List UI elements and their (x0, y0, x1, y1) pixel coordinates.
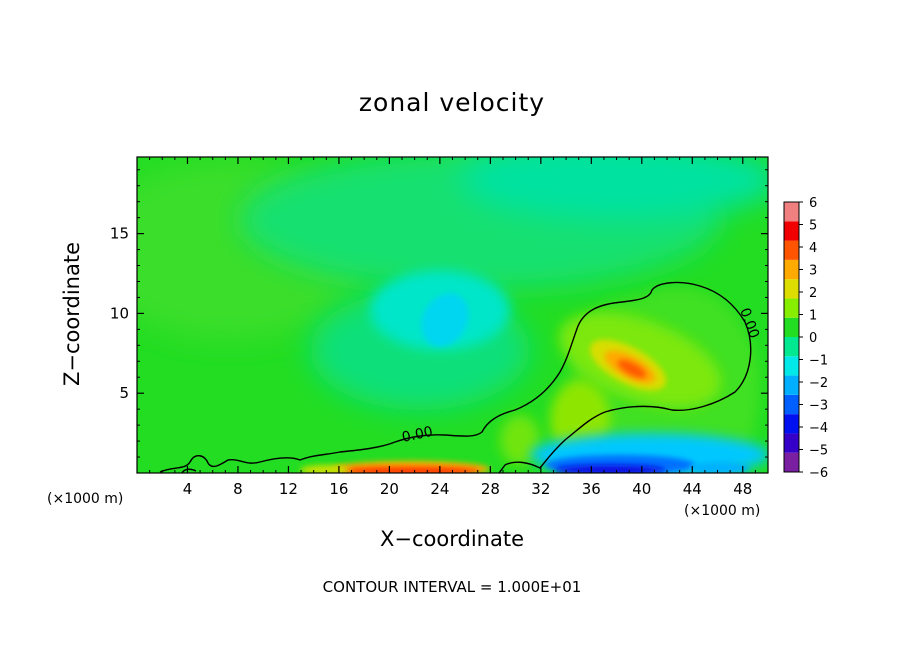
x-tick-label: 44 (683, 480, 702, 498)
x-tick-label: 40 (632, 480, 651, 498)
colorbar-label: 3 (809, 264, 817, 279)
colorbar-swatch (784, 414, 799, 434)
x-tick-label: 16 (329, 480, 348, 498)
x-axis-label: X−coordinate (380, 527, 524, 551)
y-axis-unit-label: (×1000 m) (47, 491, 124, 507)
colorbar-label: −2 (809, 376, 828, 391)
colorbar-label: 6 (809, 196, 817, 211)
chart-title: zonal velocity (358, 88, 546, 117)
colorbar-label: −6 (809, 466, 828, 481)
colorbar-swatch (784, 452, 799, 472)
x-tick-label: 4 (183, 480, 193, 498)
colorbar-label: 4 (809, 241, 817, 256)
heatmap-field (137, 157, 768, 473)
colorbar-swatch (784, 279, 799, 299)
y-axis: 5 10 15 (110, 169, 768, 458)
colorbar-label: −5 (809, 444, 828, 459)
x-tick-label: 28 (481, 480, 500, 498)
colorbar-swatch (784, 356, 799, 376)
x-tick-label: 48 (733, 480, 752, 498)
colorbar: 6 5 4 3 2 1 0 −1 −2 −3 −4 −5 −6 (783, 196, 828, 481)
y-tick-label: 15 (110, 225, 129, 243)
colorbar-swatch (784, 317, 799, 337)
colorbar-label: −3 (809, 399, 828, 414)
colorbar-swatch (784, 240, 799, 260)
x-tick-label: 12 (279, 480, 298, 498)
colorbar-label: 5 (809, 219, 817, 234)
x-tick-label: 36 (582, 480, 601, 498)
y-axis-label-text: Z−coordinate (60, 242, 84, 386)
colorbar-label: 1 (809, 309, 817, 324)
colorbar-label: 0 (809, 331, 817, 346)
colorbar-swatch (784, 259, 799, 280)
colorbar-swatch (784, 394, 799, 415)
colorbar-swatch (784, 375, 799, 395)
colorbar-label: −1 (809, 354, 828, 369)
colorbar-label: −4 (809, 421, 828, 436)
colorbar-swatch (784, 433, 799, 453)
colorbar-swatch (784, 337, 799, 357)
x-axis: 4 8 12 16 20 24 28 32 36 40 44 48 (149, 157, 756, 498)
y-tick-label: 10 (110, 304, 129, 322)
colorbar-label: 2 (809, 286, 817, 301)
contour-interval-note: CONTOUR INTERVAL = 1.000E+01 (322, 578, 582, 596)
colorbar-swatch (784, 221, 799, 241)
x-tick-label: 32 (531, 480, 550, 498)
colorbar-swatch (784, 202, 799, 222)
contour-label-zero-1: 0.00 (401, 424, 435, 446)
x-axis-unit-label: (×1000 m) (684, 503, 761, 519)
x-tick-label: 20 (380, 480, 399, 498)
x-tick-label: 8 (233, 480, 243, 498)
x-tick-label: 24 (430, 480, 449, 498)
colorbar-swatch (784, 298, 799, 318)
y-tick-label: 5 (119, 384, 129, 402)
